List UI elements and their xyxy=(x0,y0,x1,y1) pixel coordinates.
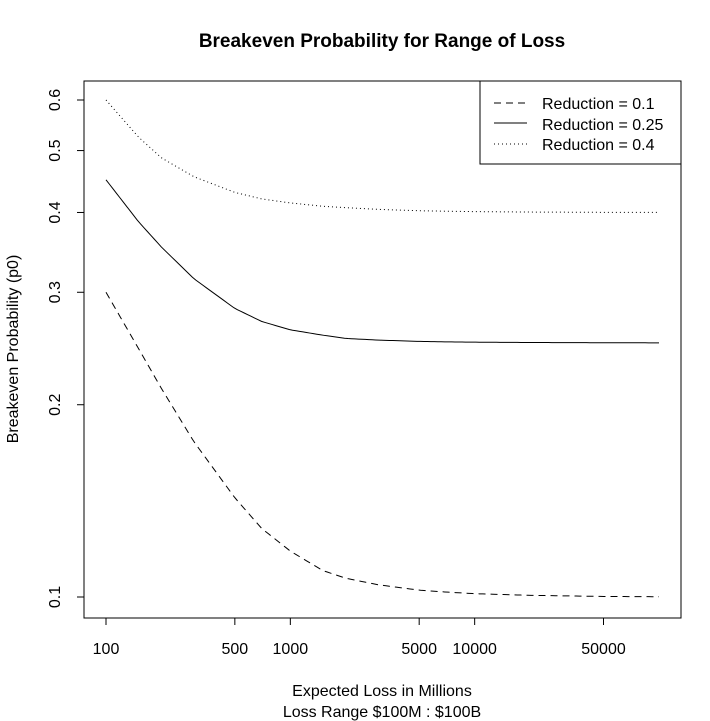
legend-label-reduction-0-25: Reduction = 0.25 xyxy=(542,117,664,134)
x-axis: 100 500 1000 5000 10000 50000 xyxy=(93,617,626,658)
y-tick-label: 0.5 xyxy=(47,139,64,161)
y-tick-label: 0.3 xyxy=(47,281,64,303)
x-tick-label: 5000 xyxy=(401,641,437,658)
legend: Reduction = 0.1 Reduction = 0.25 Reducti… xyxy=(479,80,682,165)
y-axis-label: Breakeven Probability (p0) xyxy=(5,255,22,444)
x-axis-label: Expected Loss in Millions xyxy=(292,683,472,700)
legend-label-reduction-0-4: Reduction = 0.4 xyxy=(542,137,655,154)
y-tick-label: 0.2 xyxy=(47,394,64,416)
y-tick-label: 0.6 xyxy=(47,89,64,111)
x-tick-label: 50000 xyxy=(581,641,626,658)
series-line-solid xyxy=(105,179,660,344)
chart-title: Breakeven Probability for Range of Loss xyxy=(199,31,565,52)
x-tick-label: 100 xyxy=(93,641,120,658)
y-axis: 0.1 0.2 0.3 0.4 0.5 0.6 xyxy=(47,89,85,608)
y-tick-label: 0.1 xyxy=(47,586,64,608)
x-tick-label: 500 xyxy=(221,641,248,658)
y-tick-label: 0.4 xyxy=(47,201,64,223)
x-tick-label: 1000 xyxy=(273,641,309,658)
series-layer xyxy=(105,99,660,598)
series-line-dashed xyxy=(105,292,660,598)
x-tick-label: 10000 xyxy=(452,641,497,658)
x-axis-sublabel: Loss Range $100M : $100B xyxy=(283,704,481,721)
legend-label-reduction-0-1: Reduction = 0.1 xyxy=(542,96,655,113)
